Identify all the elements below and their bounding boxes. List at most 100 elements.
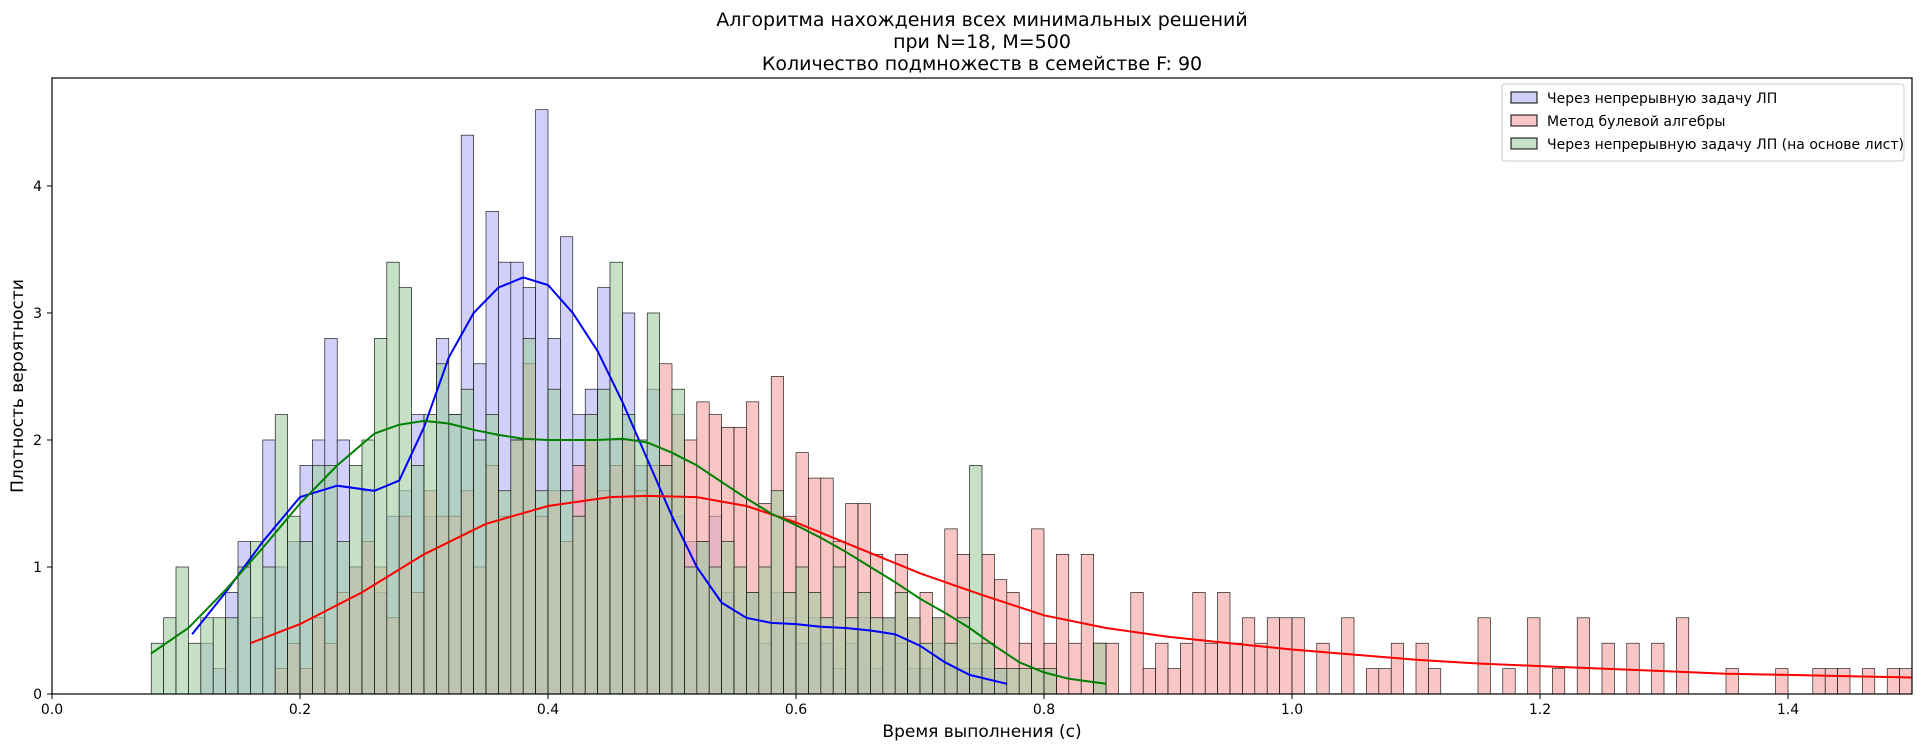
histogram-bar <box>758 566 772 694</box>
histogram-bar <box>473 439 487 694</box>
x-tick-label: 0.2 <box>289 702 311 718</box>
histogram-bar <box>274 414 288 694</box>
chart-title-line-1: Алгоритма нахождения всех минимальных ре… <box>716 9 1247 31</box>
histogram-bar <box>1576 617 1590 694</box>
histogram-bar <box>1899 668 1912 694</box>
legend-entry: Метод булевой алгебры <box>1547 114 1725 130</box>
histogram-bar <box>894 592 908 694</box>
histogram-bar <box>1142 668 1156 694</box>
histogram-bar <box>684 566 698 694</box>
y-tick-label: 2 <box>33 433 42 449</box>
x-tick-label: 1.4 <box>1777 702 1799 718</box>
y-axis-ticks: 0 1 2 3 4 <box>33 179 52 703</box>
histogram-bar <box>547 388 561 694</box>
histogram-bar <box>200 617 214 694</box>
histogram-bar <box>1192 592 1206 694</box>
histogram-bar <box>808 592 822 694</box>
x-tick-label: 1.0 <box>1281 702 1303 718</box>
histogram-bar <box>1886 668 1900 694</box>
histogram-bar <box>597 388 611 694</box>
histogram-bar <box>1366 668 1380 694</box>
histogram-bar <box>746 592 760 694</box>
legend-swatch <box>1510 91 1538 104</box>
axes-frame <box>51 77 1913 695</box>
series-1-kde-line <box>191 276 1008 685</box>
histogram-bar <box>1229 642 1243 694</box>
histogram-bar <box>1378 668 1392 694</box>
histogram-bar <box>374 338 388 694</box>
histogram-bar <box>398 287 412 694</box>
histogram-bar <box>1341 617 1355 694</box>
y-axis-label: Плотность вероятности <box>8 279 28 493</box>
histogram-bar <box>498 490 512 694</box>
histogram-bar <box>1180 642 1194 694</box>
legend-swatch <box>1510 137 1538 150</box>
histogram-bar <box>1775 668 1789 694</box>
histogram-bar <box>721 541 735 694</box>
histogram-bar <box>1242 617 1256 694</box>
x-tick-label: 0.0 <box>41 702 63 718</box>
histogram-bar <box>535 490 549 694</box>
histogram-bar <box>1006 668 1020 694</box>
histogram-bar <box>733 566 747 694</box>
histogram-bar <box>560 490 574 694</box>
histogram-bar <box>349 465 363 694</box>
histogram-bar <box>857 592 871 694</box>
y-tick-label: 0 <box>33 687 42 703</box>
chart-title-line-3: Количество подмножеств в семействе F: 90 <box>762 53 1202 75</box>
histogram-bar <box>336 541 350 694</box>
histogram-bar <box>1155 642 1169 694</box>
histogram-bar <box>1068 642 1082 694</box>
histogram-bar <box>1862 668 1876 694</box>
legend-box <box>1501 83 1905 162</box>
series-3-kde-line <box>150 419 1107 685</box>
histogram-bar <box>981 642 995 694</box>
histogram-bar <box>609 261 623 694</box>
histogram-bar <box>907 617 921 694</box>
histogram-bar <box>1254 642 1268 694</box>
histogram-bar <box>163 617 177 694</box>
histogram-bar <box>175 566 189 694</box>
histogram-bar <box>1130 592 1144 694</box>
histogram-bar <box>237 566 251 694</box>
histogram-bar <box>460 388 474 694</box>
histogram-bar <box>1093 642 1107 694</box>
histogram-bar <box>572 515 586 694</box>
histogram-bar <box>1824 668 1838 694</box>
histogram-bar <box>696 541 710 694</box>
histogram-bar <box>287 515 301 694</box>
histogram-bar <box>510 439 524 694</box>
histogram-bar <box>646 312 660 694</box>
histogram-bar <box>622 414 636 694</box>
histogram-bar <box>361 439 375 694</box>
x-tick-label: 0.6 <box>785 702 807 718</box>
histogram-bar <box>1676 617 1690 694</box>
histogram-bar <box>312 465 326 694</box>
histogram-bar <box>522 338 536 694</box>
histogram-bar <box>436 363 450 694</box>
histogram-bar <box>485 414 499 694</box>
histogram-bar <box>225 617 239 694</box>
x-tick-label: 0.8 <box>1033 702 1055 718</box>
histogram-bar <box>1279 617 1293 694</box>
y-tick-label: 4 <box>33 179 42 195</box>
histogram-bar <box>1390 642 1404 694</box>
histogram-bar <box>1502 668 1516 694</box>
histogram-bar <box>969 465 983 694</box>
histogram-bar <box>411 465 425 694</box>
histogram-bar <box>770 490 784 694</box>
histogram-bar <box>1837 668 1851 694</box>
histogram-bar <box>820 617 834 694</box>
histogram-bar <box>1552 668 1566 694</box>
histogram-bar <box>1056 553 1070 694</box>
histogram-bar <box>783 592 797 694</box>
histogram-bar <box>882 617 896 694</box>
histogram-bar <box>1167 668 1181 694</box>
histogram-bar <box>1626 642 1640 694</box>
histogram-bar <box>1291 617 1305 694</box>
series-2-kde-line <box>250 494 1912 679</box>
histogram-bar <box>1725 668 1739 694</box>
histogram-bar <box>262 566 276 694</box>
histogram-bar <box>1415 642 1429 694</box>
